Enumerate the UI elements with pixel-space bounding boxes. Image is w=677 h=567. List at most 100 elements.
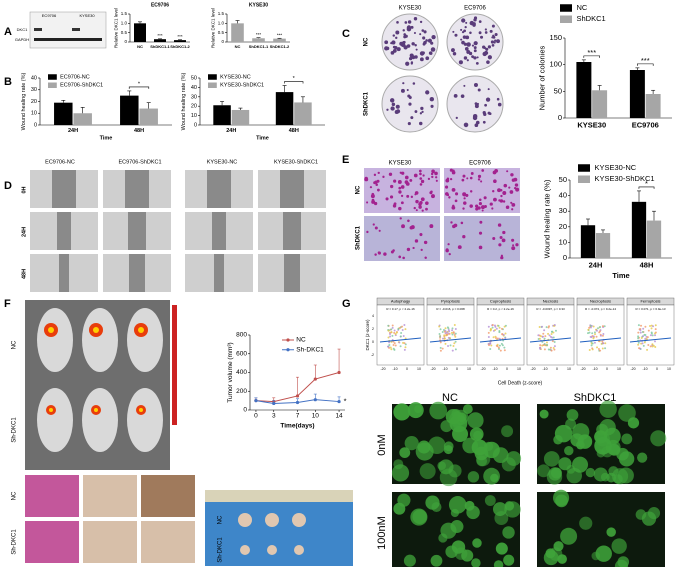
- point-cloud: [390, 331, 393, 334]
- x-tick-label: 10: [517, 367, 521, 371]
- colony: [452, 30, 455, 33]
- cell: [420, 248, 423, 252]
- cell: [585, 467, 596, 478]
- cell: [478, 202, 482, 206]
- facet-panel: [576, 304, 625, 366]
- x-tick-label: -10: [642, 367, 647, 371]
- y-tick-label: 600: [236, 350, 247, 357]
- bar: [629, 70, 645, 118]
- scratch: [128, 212, 146, 250]
- cell: [390, 184, 394, 189]
- point-cloud: [601, 340, 604, 343]
- point-cloud: [487, 331, 490, 334]
- point-cloud: [551, 340, 554, 343]
- cell: [374, 180, 378, 184]
- point-cloud: [452, 344, 455, 347]
- colony: [461, 18, 466, 23]
- cell: [419, 172, 422, 176]
- point-cloud: [547, 332, 550, 335]
- cell: [429, 191, 433, 195]
- image-row-label: Sh-DKC1: [218, 537, 224, 563]
- colony: [462, 35, 467, 39]
- point-cloud: [594, 333, 597, 336]
- cell: [366, 201, 369, 204]
- point-cloud: [489, 328, 492, 331]
- legend-label: KYSE30-NC: [220, 74, 251, 80]
- cell: [557, 554, 567, 564]
- image-row-label: NC: [12, 340, 18, 349]
- cell: [565, 418, 577, 430]
- bar: [139, 108, 158, 125]
- cell: [431, 194, 435, 199]
- point-cloud: [451, 327, 454, 330]
- point-cloud: [654, 324, 657, 327]
- y-tick-label: 20: [559, 222, 567, 231]
- y-tick-label: 800: [236, 332, 247, 339]
- colony: [463, 29, 466, 33]
- cell: [511, 208, 514, 211]
- cell: [552, 489, 570, 506]
- cell: [451, 170, 456, 175]
- x-tick-label: 24H: [68, 128, 78, 134]
- cell: [393, 179, 397, 183]
- point-cloud: [395, 331, 398, 334]
- point-cloud: [641, 342, 644, 345]
- point-cloud: [492, 336, 495, 339]
- cell: [515, 187, 518, 190]
- colony: [421, 51, 425, 55]
- cell: [511, 178, 516, 182]
- facet-stat: R = -0.0097, p = 0.33: [536, 307, 565, 311]
- cell: [579, 516, 593, 530]
- cell: [515, 243, 519, 247]
- cell: [399, 217, 402, 220]
- legend-swatch: [578, 164, 590, 172]
- point-cloud: [391, 334, 394, 337]
- legend-swatch: [48, 82, 57, 88]
- band: [72, 28, 80, 31]
- point-cloud: [442, 328, 445, 331]
- point-cloud: [443, 334, 446, 337]
- point-cloud: [387, 329, 390, 332]
- point-cloud: [539, 335, 542, 338]
- point-cloud: [489, 347, 492, 350]
- point-cloud: [489, 342, 492, 345]
- point-cloud: [498, 337, 501, 340]
- point-cloud: [652, 344, 655, 347]
- cell: [512, 244, 515, 247]
- x-tick-label: 0: [254, 413, 258, 420]
- image-col-label: KYSE30-ShDKC1: [274, 159, 318, 165]
- colony: [421, 29, 425, 32]
- cell: [410, 225, 415, 230]
- image-row-label: 100nM: [376, 516, 388, 550]
- point-cloud: [554, 329, 557, 332]
- colony: [473, 56, 477, 60]
- cell: [504, 501, 521, 518]
- colony: [480, 35, 484, 39]
- cell: [430, 172, 434, 176]
- point-cloud: [550, 330, 553, 333]
- panel-label: D: [4, 180, 12, 192]
- cell: [429, 401, 448, 420]
- cell: [637, 452, 648, 463]
- point-cloud: [543, 337, 546, 340]
- scratch: [129, 254, 145, 292]
- x-tick-label: 10: [567, 367, 571, 371]
- cell: [509, 190, 514, 194]
- colony: [425, 56, 430, 61]
- point-cloud: [495, 337, 498, 340]
- cell: [410, 195, 414, 199]
- point-cloud: [403, 324, 406, 327]
- point-cloud: [592, 335, 595, 338]
- x-tick-label: -20: [630, 367, 635, 371]
- significance-bracket: [583, 55, 600, 58]
- colony: [403, 45, 408, 50]
- cell: [499, 235, 503, 239]
- point-cloud: [487, 336, 490, 339]
- cell: [412, 246, 415, 250]
- y-tick-label: 30: [31, 87, 37, 93]
- cell: [445, 192, 449, 196]
- point-cloud: [651, 343, 654, 346]
- bar: [174, 40, 186, 42]
- cell: [448, 252, 451, 256]
- x-tick-label: 10: [467, 367, 471, 371]
